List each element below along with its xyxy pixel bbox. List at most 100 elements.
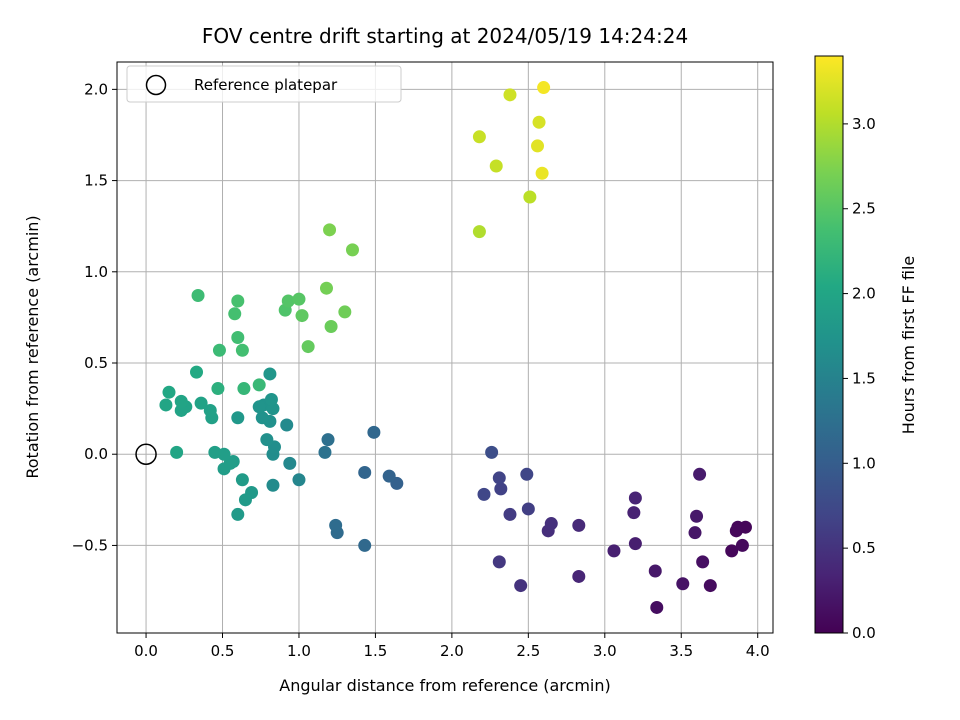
data-point bbox=[231, 507, 245, 521]
data-point bbox=[523, 190, 537, 204]
data-point bbox=[485, 445, 499, 459]
data-point bbox=[235, 343, 249, 357]
data-point bbox=[703, 579, 717, 593]
data-point bbox=[532, 115, 546, 129]
plot-frame bbox=[116, 61, 774, 634]
data-point bbox=[212, 343, 226, 357]
data-point bbox=[648, 564, 662, 578]
data-point bbox=[521, 502, 535, 516]
x-axis-label: Angular distance from reference (arcmin) bbox=[279, 676, 610, 695]
data-point bbox=[208, 445, 222, 459]
data-point bbox=[367, 425, 381, 439]
data-points bbox=[159, 81, 752, 614]
data-point bbox=[503, 88, 517, 102]
x-axis-ticks: 0.0 0.5 1.0 1.5 2.0 2.5 3.0 3.5 4.0 bbox=[134, 633, 770, 660]
data-point bbox=[174, 403, 188, 417]
colorbar-tick-label: 0.0 bbox=[852, 624, 876, 642]
data-point bbox=[159, 398, 173, 412]
data-point bbox=[238, 493, 252, 507]
data-point bbox=[318, 445, 332, 459]
data-point bbox=[345, 243, 359, 257]
data-point bbox=[514, 579, 528, 593]
data-point bbox=[266, 478, 280, 492]
data-point bbox=[537, 81, 551, 95]
data-point bbox=[190, 365, 204, 379]
colorbar-tick-label: 2.5 bbox=[852, 200, 876, 218]
data-point bbox=[203, 403, 217, 417]
plot-area: 0.0 0.5 1.0 1.5 2.0 2.5 3.0 3.5 4.0 −0.5 0.0 0.5 1.… bbox=[72, 61, 774, 660]
data-point bbox=[162, 385, 176, 399]
data-point bbox=[301, 340, 315, 354]
data-point bbox=[223, 456, 237, 470]
data-point bbox=[489, 159, 503, 173]
data-point bbox=[292, 473, 306, 487]
data-point bbox=[690, 509, 704, 523]
x-tick-label: 2.5 bbox=[516, 642, 540, 660]
data-point bbox=[572, 518, 586, 532]
colorbar-tick-label: 1.0 bbox=[852, 454, 876, 472]
y-tick-label: 0.5 bbox=[84, 354, 108, 372]
colorbar: 0.0 0.5 1.0 1.5 2.0 2.5 3.0 Hours from first F… bbox=[814, 55, 918, 642]
data-point bbox=[252, 378, 266, 392]
colorbar-tick-label: 0.5 bbox=[852, 539, 876, 557]
x-tick-label: 2.0 bbox=[440, 642, 464, 660]
data-point bbox=[676, 577, 690, 591]
data-point bbox=[382, 469, 396, 483]
data-point bbox=[650, 600, 664, 614]
y-tick-label: 0.0 bbox=[84, 445, 108, 463]
data-point bbox=[231, 411, 245, 425]
data-point bbox=[295, 309, 309, 323]
data-point bbox=[693, 467, 707, 481]
data-point bbox=[323, 223, 337, 237]
data-point bbox=[283, 456, 297, 470]
data-point bbox=[503, 507, 517, 521]
data-point bbox=[735, 538, 749, 552]
data-point bbox=[725, 544, 739, 558]
data-point bbox=[472, 225, 486, 239]
data-point bbox=[472, 130, 486, 144]
data-point bbox=[688, 526, 702, 540]
y-tick-label: −0.5 bbox=[72, 536, 108, 554]
data-point bbox=[211, 382, 225, 396]
y-tick-label: 2.0 bbox=[84, 80, 108, 98]
data-point bbox=[729, 524, 743, 538]
data-point bbox=[607, 544, 621, 558]
data-point bbox=[628, 491, 642, 505]
legend-marker-icon bbox=[145, 74, 167, 96]
data-point bbox=[228, 307, 242, 321]
y-axis-ticks: −0.5 0.0 0.5 1.0 1.5 2.0 bbox=[72, 80, 117, 554]
legend-box bbox=[126, 65, 402, 103]
data-point bbox=[627, 506, 641, 520]
data-point bbox=[191, 289, 205, 303]
data-point bbox=[255, 411, 269, 425]
data-point bbox=[544, 517, 558, 531]
data-point bbox=[520, 467, 534, 481]
data-point bbox=[260, 433, 274, 447]
x-tick-label: 3.0 bbox=[593, 642, 617, 660]
data-point bbox=[319, 281, 333, 295]
data-point bbox=[321, 433, 335, 447]
chart-title: FOV centre drift starting at 2024/05/19 … bbox=[202, 24, 688, 48]
legend-label: Reference platepar bbox=[194, 76, 338, 94]
colorbar-tick-label: 3.0 bbox=[852, 115, 876, 133]
x-tick-label: 1.0 bbox=[287, 642, 311, 660]
reference-marker bbox=[135, 443, 157, 465]
data-point bbox=[572, 569, 586, 583]
colorbar-ticks: 0.0 0.5 1.0 1.5 2.0 2.5 3.0 bbox=[843, 115, 876, 642]
y-tick-label: 1.0 bbox=[84, 263, 108, 281]
data-point bbox=[231, 330, 245, 344]
data-point bbox=[235, 473, 249, 487]
data-point bbox=[194, 396, 208, 410]
data-point bbox=[531, 139, 545, 153]
data-point bbox=[281, 294, 295, 308]
x-tick-label: 4.0 bbox=[746, 642, 770, 660]
data-point bbox=[358, 465, 372, 479]
colorbar-tick-label: 2.0 bbox=[852, 285, 876, 303]
y-tick-label: 1.5 bbox=[84, 172, 108, 190]
data-point bbox=[237, 382, 251, 396]
x-tick-label: 0.0 bbox=[134, 642, 158, 660]
colorbar-gradient bbox=[814, 55, 844, 634]
colorbar-tick-label: 1.5 bbox=[852, 369, 876, 387]
data-point bbox=[492, 555, 506, 569]
